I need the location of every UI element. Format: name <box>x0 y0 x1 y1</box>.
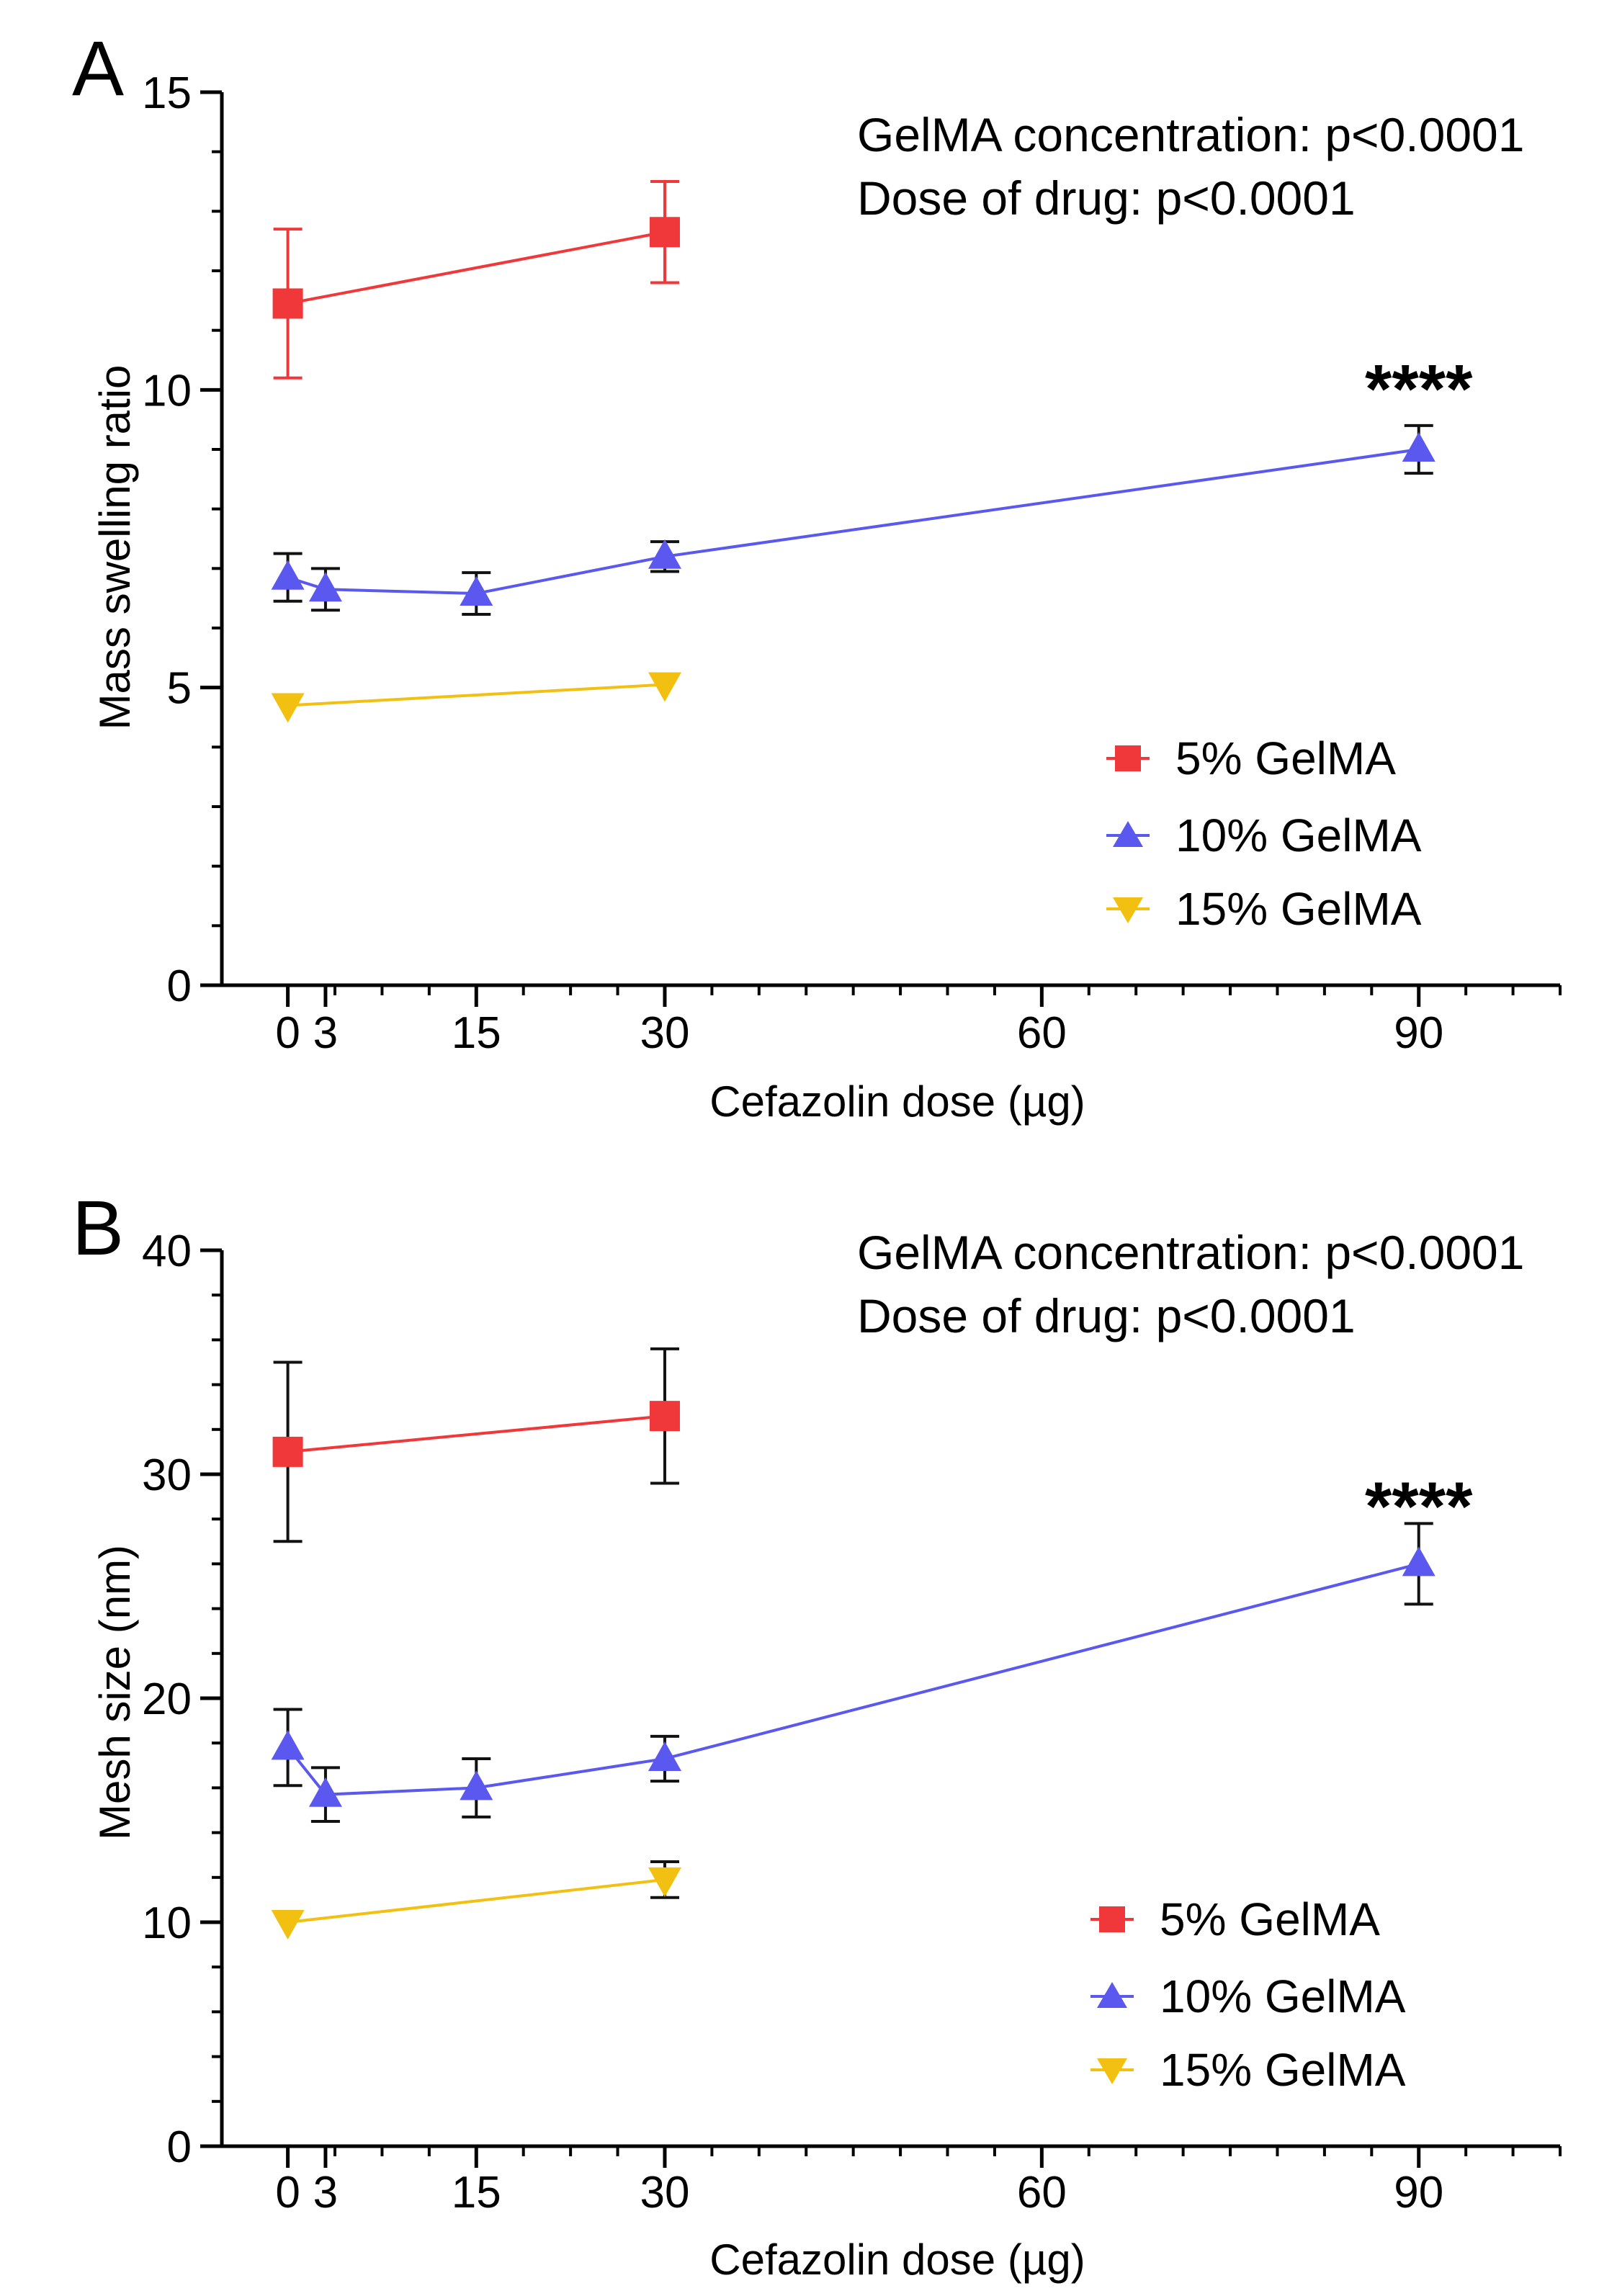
legend: 5% GelMA 10% GelMA 15% GelMA <box>1090 1893 1406 2096</box>
data-point-triangle-down <box>271 1910 305 1940</box>
series-group <box>271 180 1435 723</box>
data-point-triangle-down <box>648 1867 681 1897</box>
data-point-triangle-down <box>271 693 305 723</box>
x-tick-label: 60 <box>1017 2168 1067 2217</box>
y-tick-label: 10 <box>142 366 192 416</box>
x-tick-label: 3 <box>313 1008 338 1058</box>
legend-marker-triangle-up <box>1097 1982 1127 2008</box>
data-point-triangle-down <box>648 672 681 702</box>
legend-label: 10% GelMA <box>1175 810 1422 861</box>
legend-item-10-gelma: 10% GelMA <box>1106 810 1422 861</box>
series-line <box>287 1878 666 1924</box>
x-axis-label: Cefazolin dose (µg) <box>709 2236 1085 2284</box>
legend-marker-square <box>1115 745 1141 771</box>
data-point-square <box>272 1436 303 1467</box>
series-10-gelma <box>271 423 1435 616</box>
y-tick-label: 40 <box>142 1227 192 1276</box>
legend-marker-square <box>1099 1906 1125 1932</box>
x-tick-label: 15 <box>452 1008 501 1058</box>
legend-label: 5% GelMA <box>1175 732 1396 784</box>
y-tick-label: 15 <box>142 68 192 118</box>
y-axis-label: Mesh size (nm) <box>91 1545 139 1840</box>
legend-item-10-gelma: 10% GelMA <box>1090 1970 1406 2022</box>
data-point-triangle-up <box>648 539 681 569</box>
data-point-triangle-up <box>271 560 305 590</box>
data-point-triangle-up <box>271 1730 305 1760</box>
y-tick-label: 10 <box>142 1898 192 1948</box>
series-line <box>287 683 666 707</box>
x-tick-label: 30 <box>640 1008 689 1058</box>
annotation-dose-of-drug: Dose of drug: p<0.0001 <box>857 171 1356 225</box>
x-axis-label: Cefazolin dose (µg) <box>709 1077 1085 1126</box>
legend-marker-triangle-up <box>1113 821 1143 847</box>
y-tick-label: 0 <box>167 961 192 1011</box>
y-axis-label: Mass swelling ratio <box>91 365 139 730</box>
x-tick-label: 15 <box>452 2168 501 2217</box>
data-point-square <box>649 217 680 248</box>
legend-item-15-gelma: 15% GelMA <box>1106 883 1422 935</box>
series-group <box>271 1347 1435 1940</box>
series-10-gelma <box>271 1522 1435 1824</box>
legend-label: 10% GelMA <box>1160 1970 1406 2022</box>
data-point-triangle-up <box>648 1741 681 1771</box>
legend-marker-triangle-down <box>1097 2058 1127 2084</box>
data-point-triangle-up <box>308 1777 342 1807</box>
legend-marker-triangle-down <box>1113 897 1143 923</box>
x-tick-label: 90 <box>1394 2168 1443 2217</box>
series-5-gelma <box>272 1347 680 1543</box>
series-line <box>287 230 666 305</box>
x-tick-label: 0 <box>275 1008 300 1058</box>
significance-label: **** <box>1365 351 1473 428</box>
legend-item-5-gelma: 5% GelMA <box>1106 732 1396 784</box>
y-tick-label: 0 <box>167 2122 192 2172</box>
annotation-dose-of-drug: Dose of drug: p<0.0001 <box>857 1289 1356 1342</box>
y-tick-label: 30 <box>142 1450 192 1500</box>
data-point-triangle-up <box>460 576 493 606</box>
data-point-square <box>272 288 303 319</box>
y-tick-label: 20 <box>142 1674 192 1724</box>
panel-label: A <box>72 24 124 112</box>
panel-label: B <box>72 1184 124 1271</box>
series-15-gelma <box>271 1860 681 1940</box>
series-5-gelma <box>272 180 680 380</box>
legend-item-15-gelma: 15% GelMA <box>1090 2044 1406 2096</box>
legend-label: 15% GelMA <box>1160 2044 1406 2096</box>
significance-label: **** <box>1365 1468 1473 1545</box>
x-tick-label: 90 <box>1394 1008 1443 1058</box>
data-point-triangle-up <box>460 1770 493 1801</box>
data-point-triangle-up <box>308 572 342 602</box>
legend-label: 15% GelMA <box>1175 883 1422 935</box>
annotation-gelma-concentration: GelMA concentration: p<0.0001 <box>857 108 1524 161</box>
y-tick-label: 5 <box>167 664 192 714</box>
legend-label: 5% GelMA <box>1160 1893 1380 1945</box>
series-15-gelma <box>271 672 681 723</box>
x-tick-label: 30 <box>640 2168 689 2217</box>
legend-item-5-gelma: 5% GelMA <box>1090 1893 1380 1945</box>
x-tick-label: 3 <box>313 2168 338 2217</box>
series-line <box>287 1414 666 1453</box>
data-point-triangle-up <box>1402 432 1435 462</box>
x-tick-label: 0 <box>275 2168 300 2217</box>
data-point-square <box>649 1401 680 1432</box>
data-point-triangle-up <box>1402 1546 1435 1577</box>
x-tick-label: 60 <box>1017 1008 1067 1058</box>
legend: 5% GelMA 10% GelMA 15% GelMA <box>1106 732 1422 935</box>
annotation-gelma-concentration: GelMA concentration: p<0.0001 <box>857 1226 1524 1279</box>
